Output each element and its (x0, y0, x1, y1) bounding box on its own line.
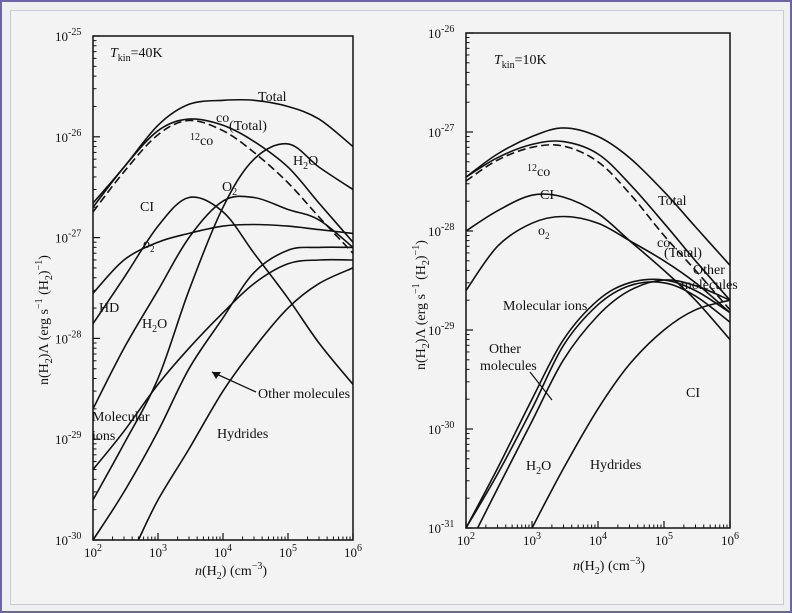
right-xtick-label-3: 105 (655, 531, 673, 548)
right-curves (466, 127, 730, 528)
right-curve-molecular-ions (466, 281, 730, 528)
left-xtick-label-1: 103 (149, 543, 167, 560)
right-curve-o2 (466, 215, 730, 314)
left-axis-ticks: 102 103 104 105 106 10-30 10-29 10-28 10-27 10-26… (55, 27, 362, 560)
left-arrow-other (211, 371, 257, 393)
left-ytick-label-1: 10-29 (55, 430, 81, 447)
left-curve-other-molecules (93, 246, 353, 540)
left-ytick-label-0: 10-30 (55, 531, 81, 548)
right-xtick-label-2: 104 (589, 531, 607, 548)
left-curves (93, 98, 353, 540)
left-label-other-molecules: Other molecules (258, 387, 350, 402)
right-label-co-total-2: (Total) (664, 246, 702, 261)
right-panel: 102 103 104 105 106 10-31 10-30 10-29 10-28 10-27… (411, 24, 739, 577)
left-label-12co: 12co (190, 132, 213, 149)
right-label-molecular-ions: Molecular ions (503, 299, 587, 314)
right-xlabel: n(H2) (cm−3) (573, 556, 645, 577)
right-curve-12co (466, 144, 730, 311)
right-curve-ci (466, 193, 730, 341)
left-curve-ci (93, 196, 353, 385)
left-xtick-label-3: 105 (279, 543, 297, 560)
right-label-other-top-2: molecules (681, 278, 738, 293)
left-label-ions: ions (92, 429, 115, 444)
right-label-other-low-2: molecules (480, 359, 537, 374)
right-label-o2: o2 (538, 224, 550, 241)
left-label-h2o-low: H2O (142, 317, 167, 335)
right-curve-co-total (466, 140, 730, 301)
right-ytick-label-0: 10-31 (428, 519, 454, 536)
left-label-total: Total (258, 90, 287, 105)
right-xtick-label-0: 102 (457, 531, 475, 548)
left-annotation-tkin: Tkin=40K (110, 46, 163, 64)
right-curve-total (466, 127, 730, 266)
right-label-other-low: Other (489, 342, 521, 357)
left-panel: 102 103 104 105 106 10-30 10-29 10-28 10-27 10-26… (34, 27, 362, 582)
right-label-other-top: Other (693, 263, 725, 278)
left-xlabel: n(H2) (cm−3) (195, 561, 267, 582)
right-label-ci-low: CI (686, 386, 700, 401)
left-xtick-label-2: 104 (214, 543, 232, 560)
left-arrowhead-other (212, 372, 221, 379)
right-label-12co: 12co (527, 163, 550, 180)
left-curve-o2 (93, 195, 353, 410)
left-ytick-label-3: 10-27 (55, 229, 81, 246)
right-label-h2o: H2O (526, 459, 551, 477)
left-curve-hd (93, 223, 353, 294)
right-xtick-label-4: 106 (721, 531, 739, 548)
left-xtick-label-0: 102 (84, 543, 102, 560)
right-ytick-label-2: 10-29 (428, 321, 454, 338)
figure-canvas (10, 10, 784, 605)
right-label-total: Total (658, 194, 687, 209)
left-curve-h2o (93, 142, 353, 501)
left-label-ci: CI (140, 200, 154, 215)
right-ylabel: n(H2)Λ (erg s−1 (H2)−1) (411, 240, 432, 370)
right-ytick-label-4: 10-27 (428, 123, 454, 140)
left-ytick-label-5: 10-25 (55, 27, 81, 44)
left-label-co-total-2: (Total) (229, 119, 267, 134)
right-axis-ticks: 102 103 104 105 106 10-31 10-30 10-29 10-28 10-27… (428, 24, 739, 548)
left-curve-12co (93, 119, 353, 254)
right-ytick-label-1: 10-30 (428, 420, 454, 437)
left-ytick-label-4: 10-26 (55, 128, 81, 145)
right-curve-hydrides (531, 299, 730, 528)
left-curve-molecular-ions (93, 258, 353, 471)
left-label-co-total: co (216, 111, 229, 126)
left-label-hd: HD (99, 301, 119, 316)
left-label-hydrides: Hydrides (217, 427, 268, 442)
right-label-co-total: co (657, 236, 670, 251)
left-label-o2-low: o2 (143, 237, 155, 254)
right-annotation-tkin: Tkin=10K (494, 53, 547, 71)
left-ylabel: n(H2)Λ (erg s−1 (H2)−1) (34, 255, 55, 385)
left-xtick-label-4: 106 (344, 543, 362, 560)
left-label-h2o-top: H2O (293, 154, 318, 172)
right-curve-other-molecules (466, 278, 730, 528)
left-curve-co-total (93, 118, 353, 243)
right-curve-h2o (476, 279, 730, 528)
right-arrow-other (529, 371, 553, 401)
right-xtick-label-1: 103 (523, 531, 541, 548)
right-label-hydrides: Hydrides (590, 458, 641, 473)
right-label-ci-top: CI (540, 188, 554, 203)
left-curve-hydrides (137, 267, 353, 540)
right-ytick-label-5: 10-26 (428, 24, 454, 41)
left-label-molecular: Molecular (92, 410, 150, 425)
left-ytick-label-2: 10-28 (55, 329, 81, 346)
right-ytick-label-3: 10-28 (428, 222, 454, 239)
